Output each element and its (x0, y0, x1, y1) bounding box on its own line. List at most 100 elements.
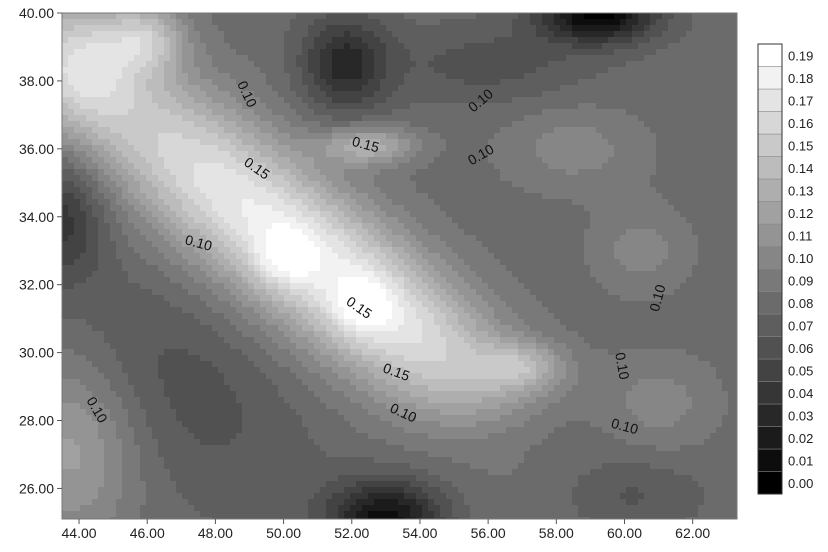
contour-cell (452, 55, 459, 62)
contour-cell (530, 37, 537, 44)
contour-cell (728, 13, 735, 20)
contour-cell (206, 61, 213, 68)
contour-cell (656, 151, 663, 158)
contour-cell (158, 277, 165, 284)
contour-cell (662, 115, 669, 122)
contour-cell (440, 175, 447, 182)
contour-cell (602, 55, 609, 62)
contour-cell (536, 91, 543, 98)
contour-cell (308, 97, 315, 104)
contour-cell (338, 169, 345, 176)
contour-cell (458, 205, 465, 212)
contour-cell (518, 223, 525, 230)
contour-cell (326, 211, 333, 218)
contour-cell (602, 151, 609, 158)
contour-cell (530, 229, 537, 236)
contour-cell (512, 199, 519, 206)
contour-cell (458, 223, 465, 230)
contour-cell (254, 67, 261, 74)
contour-cell (68, 85, 75, 92)
contour-cell (194, 43, 201, 50)
contour-cell (152, 55, 159, 62)
contour-cell (518, 49, 525, 56)
contour-cell (602, 31, 609, 38)
contour-cell (80, 97, 87, 104)
contour-cell (320, 67, 327, 74)
contour-cell (422, 241, 429, 248)
contour-cell (290, 259, 297, 266)
contour-cell (446, 19, 453, 26)
contour-cell (194, 199, 201, 206)
contour-cell (164, 109, 171, 116)
contour-cell (494, 241, 501, 248)
contour-cell (470, 115, 477, 122)
contour-cell (314, 199, 321, 206)
contour-cell (230, 145, 237, 152)
contour-cell (62, 229, 69, 236)
contour-cell (200, 139, 207, 146)
contour-cell (62, 175, 69, 182)
contour-cell (704, 241, 711, 248)
contour-cell (674, 43, 681, 50)
contour-cell (674, 139, 681, 146)
contour-cell (668, 205, 675, 212)
contour-cell (512, 55, 519, 62)
contour-cell (158, 199, 165, 206)
contour-cell (674, 187, 681, 194)
contour-cell (554, 37, 561, 44)
contour-cell (296, 205, 303, 212)
contour-cell (140, 193, 147, 200)
contour-cell (392, 109, 399, 116)
contour-cell (140, 97, 147, 104)
contour-cell (290, 79, 297, 86)
contour-cell (668, 91, 675, 98)
contour-cell (674, 25, 681, 32)
contour-cell (422, 163, 429, 170)
contour-cell (260, 259, 267, 266)
contour-cell (116, 163, 123, 170)
contour-cell (428, 103, 435, 110)
contour-cell (194, 97, 201, 104)
contour-cell (410, 169, 417, 176)
contour-cell (434, 169, 441, 176)
contour-cell (716, 109, 723, 116)
contour-cell (656, 97, 663, 104)
contour-cell (554, 133, 561, 140)
contour-cell (254, 157, 261, 164)
contour-cell (554, 187, 561, 194)
contour-cell (122, 145, 129, 152)
contour-cell (494, 67, 501, 74)
contour-cell (320, 73, 327, 80)
contour-cell (218, 253, 225, 260)
contour-cell (470, 253, 477, 260)
contour-cell (536, 193, 543, 200)
contour-cell (512, 181, 519, 188)
contour-cell (602, 247, 609, 254)
contour-cell (374, 163, 381, 170)
contour-cell (668, 43, 675, 50)
contour-cell (416, 61, 423, 68)
contour-cell (452, 181, 459, 188)
contour-cell (266, 121, 273, 128)
contour-cell (554, 235, 561, 242)
contour-cell (596, 271, 603, 278)
contour-cell (332, 181, 339, 188)
contour-cell (176, 121, 183, 128)
contour-cell (284, 229, 291, 236)
contour-cell (524, 241, 531, 248)
contour-cell (356, 91, 363, 98)
contour-cell (284, 55, 291, 62)
contour-cell (290, 139, 297, 146)
contour-cell (434, 109, 441, 116)
contour-cell (446, 115, 453, 122)
contour-cell (434, 247, 441, 254)
contour-cell (200, 61, 207, 68)
contour-cell (218, 121, 225, 128)
contour-cell (110, 157, 117, 164)
contour-cell (290, 211, 297, 218)
contour-cell (398, 73, 405, 80)
contour-cell (200, 97, 207, 104)
contour-cell (272, 181, 279, 188)
contour-cell (620, 253, 627, 260)
contour-cell (92, 139, 99, 146)
